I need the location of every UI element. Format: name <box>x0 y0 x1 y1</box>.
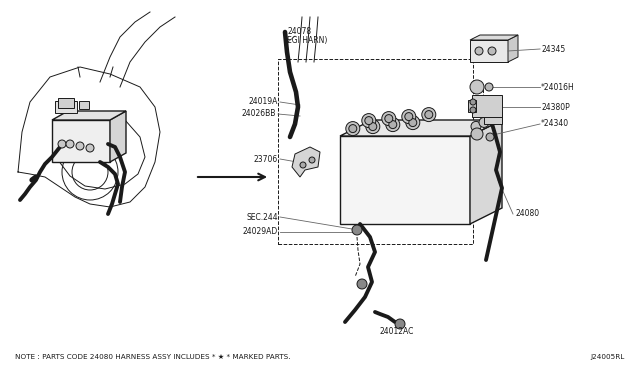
Text: 24380P: 24380P <box>541 103 570 112</box>
Text: SEC.244: SEC.244 <box>246 212 278 221</box>
Bar <box>55 101 77 113</box>
Circle shape <box>409 119 417 126</box>
Circle shape <box>470 80 484 94</box>
Text: 24026BB: 24026BB <box>242 109 276 119</box>
Circle shape <box>395 319 405 329</box>
Text: 24080: 24080 <box>515 209 539 218</box>
Circle shape <box>382 112 396 126</box>
Polygon shape <box>52 111 126 120</box>
Circle shape <box>66 140 74 148</box>
Circle shape <box>362 113 376 128</box>
Circle shape <box>470 99 476 105</box>
Circle shape <box>352 225 362 235</box>
Text: J24005RL: J24005RL <box>591 354 625 360</box>
Circle shape <box>485 83 493 91</box>
Circle shape <box>471 128 483 140</box>
Circle shape <box>86 144 94 152</box>
Text: 24078: 24078 <box>288 28 312 36</box>
Bar <box>79 101 89 109</box>
Polygon shape <box>52 120 110 162</box>
Circle shape <box>425 110 433 119</box>
Circle shape <box>309 157 315 163</box>
Polygon shape <box>508 35 518 62</box>
Text: 24012AC: 24012AC <box>380 327 414 337</box>
Circle shape <box>386 118 400 132</box>
Circle shape <box>76 142 84 150</box>
Circle shape <box>349 125 357 132</box>
Polygon shape <box>470 35 518 40</box>
Polygon shape <box>340 136 470 224</box>
Circle shape <box>346 122 360 136</box>
Circle shape <box>357 279 367 289</box>
Circle shape <box>488 47 496 55</box>
Circle shape <box>389 121 397 129</box>
Text: 24019A: 24019A <box>248 97 278 106</box>
Circle shape <box>369 123 377 131</box>
Circle shape <box>471 121 481 131</box>
Circle shape <box>405 113 413 121</box>
Circle shape <box>475 47 483 55</box>
Circle shape <box>385 115 393 123</box>
Bar <box>468 100 476 112</box>
Circle shape <box>479 118 489 127</box>
Circle shape <box>422 108 436 122</box>
Text: *24016H: *24016H <box>541 83 575 92</box>
Polygon shape <box>292 147 320 177</box>
Polygon shape <box>470 120 502 224</box>
Circle shape <box>365 116 372 125</box>
Text: NOTE : PARTS CODE 24080 HARNESS ASSY INCLUDES * ★ * MARKED PARTS.: NOTE : PARTS CODE 24080 HARNESS ASSY INC… <box>15 354 291 360</box>
Bar <box>58 98 74 108</box>
Text: 24029AD: 24029AD <box>243 228 278 237</box>
Circle shape <box>300 162 306 168</box>
Text: 24345: 24345 <box>541 45 565 54</box>
Text: *24340: *24340 <box>541 119 569 128</box>
Circle shape <box>470 107 476 113</box>
Text: 23706: 23706 <box>253 154 278 164</box>
Polygon shape <box>470 40 508 62</box>
Polygon shape <box>110 111 126 162</box>
Circle shape <box>366 120 380 134</box>
Circle shape <box>402 110 416 124</box>
Bar <box>472 95 502 117</box>
Bar <box>278 59 473 244</box>
Circle shape <box>58 140 66 148</box>
Polygon shape <box>340 120 502 136</box>
Circle shape <box>406 116 420 129</box>
Text: (EGI HARN): (EGI HARN) <box>284 35 328 45</box>
Bar <box>484 112 502 124</box>
Circle shape <box>486 133 494 141</box>
